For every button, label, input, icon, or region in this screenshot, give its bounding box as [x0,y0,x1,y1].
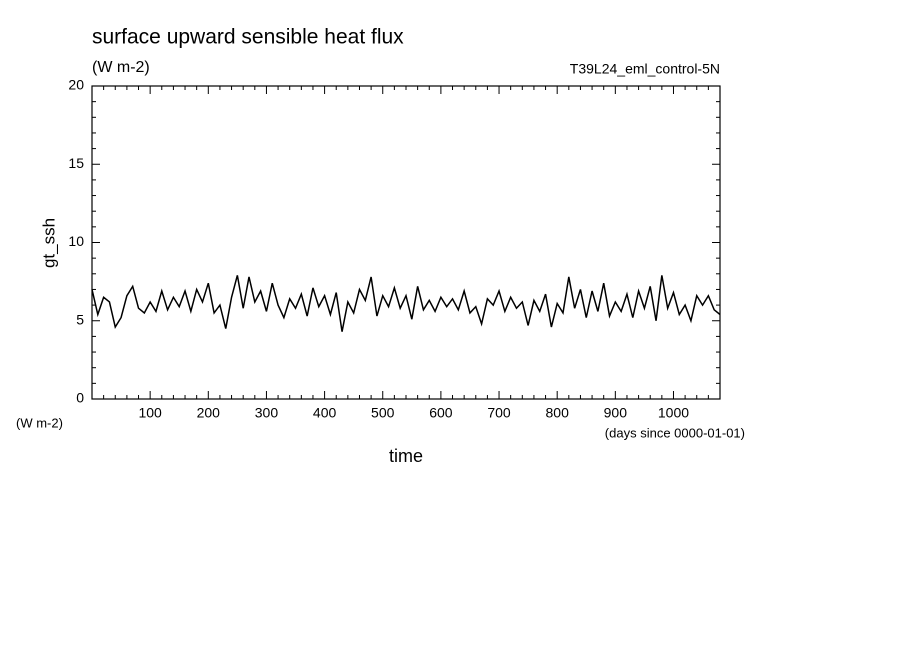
chart-subtitle: (W m-2) [92,59,150,76]
x-tick-label: 300 [255,405,279,421]
x-tick-label: 400 [313,405,337,421]
y-axis-label: gt_ssh [39,218,58,268]
y-units: (W m-2) [16,415,63,430]
y-tick-label: 10 [68,233,84,249]
y-tick-label: 5 [76,311,84,327]
x-tick-label: 700 [487,405,511,421]
annotation: T39L24_eml_control-5N [570,61,720,77]
data-line [91,275,721,332]
x-tick-label: 1000 [658,405,689,421]
y-tick-label: 15 [68,155,84,171]
x-units: (days since 0000-01-01) [605,425,745,440]
x-tick-label: 500 [371,405,395,421]
x-tick-label: 600 [429,405,453,421]
x-tick-label: 200 [197,405,221,421]
x-tick-label: 100 [138,405,162,421]
y-tick-label: 20 [68,77,84,93]
y-tick-label: 0 [76,390,84,406]
x-axis-label: time [389,446,423,466]
x-tick-label: 900 [604,405,628,421]
chart-title: surface upward sensible heat flux [92,26,404,49]
plot-frame [91,85,721,400]
x-tick-label: 800 [546,405,570,421]
